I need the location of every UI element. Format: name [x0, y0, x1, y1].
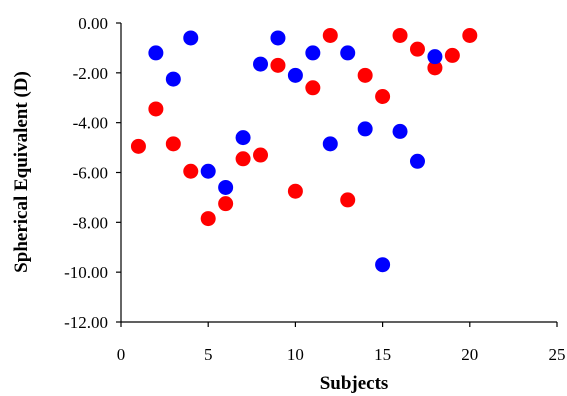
- data-point-series-2: [427, 49, 443, 65]
- data-point-series-1: [253, 147, 269, 163]
- y-tick-labels: 0.00 -2.00 -4.00 -6.00 -8.00 -10.00 -12.00: [64, 14, 108, 332]
- x-tick-label: 0: [117, 345, 126, 364]
- data-point-series-1: [165, 136, 181, 152]
- data-point-series-2: [340, 45, 356, 61]
- x-tick-label: 5: [204, 345, 213, 364]
- x-tick-labels: 0 5 10 15 20 25: [117, 345, 566, 364]
- data-point-series-2: [253, 56, 269, 72]
- data-point-series-2: [392, 123, 408, 139]
- data-point-series-1: [270, 57, 286, 73]
- data-point-series-2: [270, 30, 286, 46]
- data-points: [130, 27, 478, 273]
- data-point-series-1: [305, 80, 321, 96]
- y-tick-label: -2.00: [73, 64, 108, 83]
- data-point-series-1: [130, 138, 146, 154]
- data-point-series-1: [218, 196, 234, 212]
- data-point-series-2: [305, 45, 321, 61]
- data-point-series-1: [462, 27, 478, 43]
- data-point-series-2: [200, 163, 216, 179]
- y-tick-label: 0.00: [78, 14, 108, 33]
- data-point-series-1: [375, 89, 391, 105]
- data-point-series-1: [148, 101, 164, 117]
- y-tick-label: -12.00: [64, 313, 108, 332]
- y-tick-label: -10.00: [64, 263, 108, 282]
- x-tick-label: 25: [549, 345, 566, 364]
- axis-ticks: [116, 22, 558, 327]
- data-point-series-1: [235, 151, 251, 167]
- data-point-series-2: [322, 136, 338, 152]
- y-axis-title: Spherical Equivalent (D): [11, 71, 32, 273]
- data-point-series-1: [340, 192, 356, 208]
- data-point-series-1: [183, 163, 199, 179]
- data-point-series-1: [200, 211, 216, 227]
- data-point-series-1: [444, 47, 460, 63]
- data-point-series-1: [427, 60, 443, 76]
- data-point-series-1: [409, 41, 425, 57]
- data-point-series-2: [235, 130, 251, 146]
- x-tick-label: 20: [461, 345, 478, 364]
- data-point-series-2: [165, 71, 181, 87]
- x-tick-label: 15: [374, 345, 391, 364]
- data-point-series-1: [392, 27, 408, 43]
- x-tick-label: 10: [287, 345, 304, 364]
- data-point-series-1: [357, 67, 373, 83]
- data-point-series-1: [322, 27, 338, 43]
- data-point-series-2: [183, 30, 199, 46]
- y-tick-label: -6.00: [73, 164, 108, 183]
- x-axis-title: Subjects: [320, 373, 389, 394]
- y-tick-label: -8.00: [73, 213, 108, 232]
- data-point-series-2: [218, 179, 234, 195]
- data-point-series-1: [287, 183, 303, 199]
- data-point-series-2: [375, 257, 391, 273]
- data-point-series-2: [148, 45, 164, 61]
- data-point-series-2: [357, 121, 373, 137]
- data-point-series-2: [287, 67, 303, 83]
- data-point-series-2: [409, 153, 425, 169]
- y-tick-label: -4.00: [73, 114, 108, 133]
